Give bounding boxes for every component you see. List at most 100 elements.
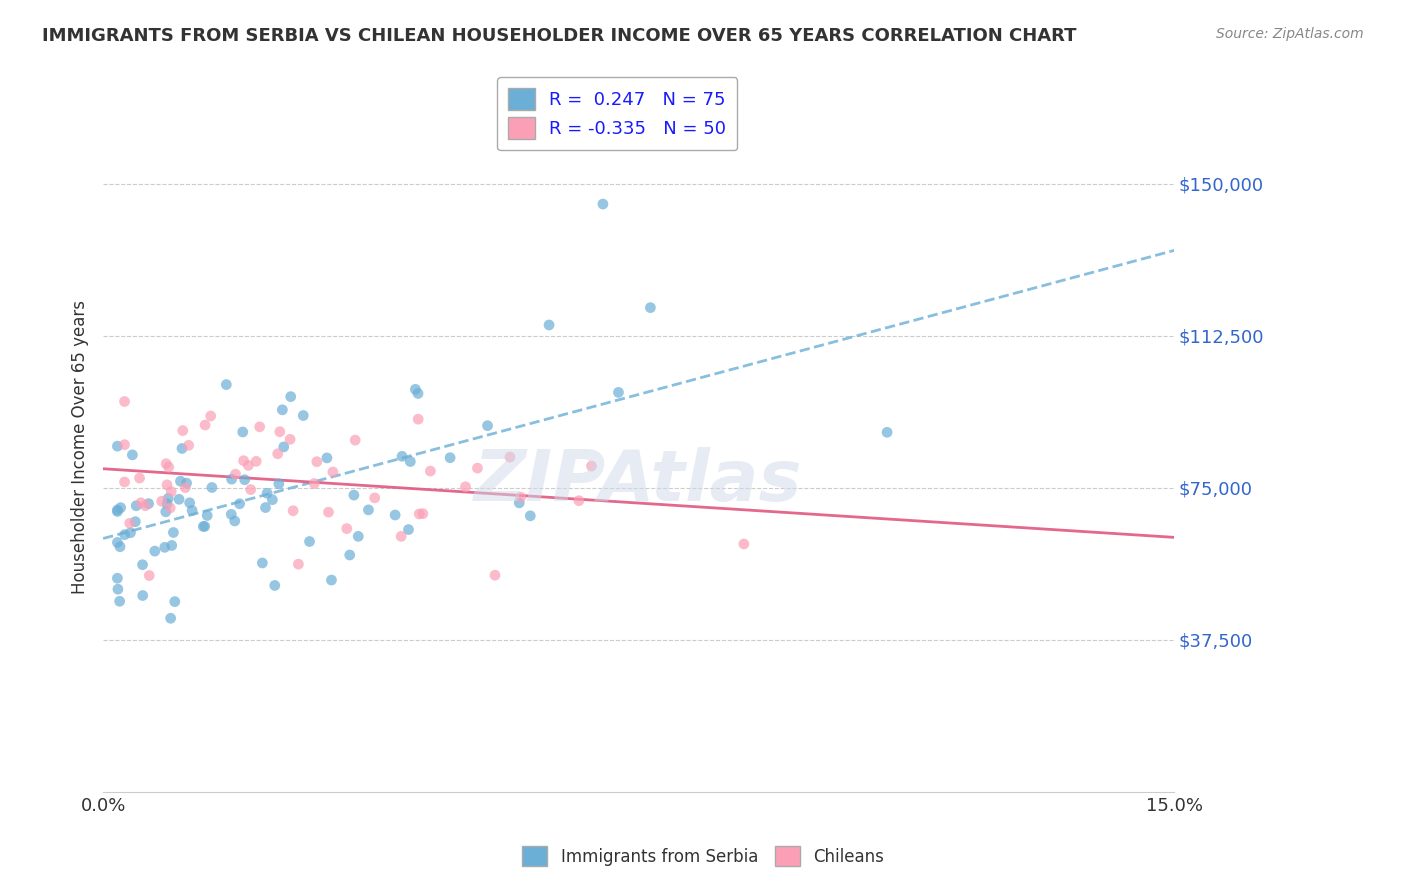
Point [467, 461, 489, 475]
Point [159, 611, 181, 625]
Point [292, 409, 315, 423]
Point [194, 417, 217, 432]
Point [321, 573, 343, 587]
Point [568, 493, 591, 508]
Point [176, 476, 198, 491]
Point [876, 425, 898, 440]
Point [477, 418, 499, 433]
Point [357, 503, 380, 517]
Point [120, 525, 142, 540]
Point [153, 541, 176, 555]
Point [169, 474, 191, 488]
Point [177, 438, 200, 452]
Point [170, 442, 193, 456]
Point [262, 492, 284, 507]
Y-axis label: Householder Income Over 65 years: Householder Income Over 65 years [72, 301, 89, 594]
Point [389, 529, 412, 543]
Point [439, 450, 461, 465]
Point [287, 557, 309, 571]
Point [108, 594, 131, 608]
Point [322, 465, 344, 479]
Point [225, 467, 247, 482]
Point [406, 386, 429, 401]
Point [138, 568, 160, 582]
Point [267, 447, 290, 461]
Point [107, 535, 129, 549]
Point [181, 503, 204, 517]
Point [254, 500, 277, 515]
Point [155, 457, 177, 471]
Point [239, 483, 262, 497]
Point [121, 448, 143, 462]
Point [108, 540, 131, 554]
Point [160, 484, 183, 499]
Point [640, 301, 662, 315]
Point [484, 568, 506, 582]
Point [249, 419, 271, 434]
Point [215, 377, 238, 392]
Legend: Immigrants from Serbia, Chileans: Immigrants from Serbia, Chileans [513, 838, 893, 875]
Point [278, 433, 301, 447]
Point [733, 537, 755, 551]
Point [538, 318, 561, 332]
Point [233, 473, 256, 487]
Point [304, 476, 326, 491]
Point [174, 481, 197, 495]
Point [398, 523, 420, 537]
Point [316, 450, 339, 465]
Point [195, 508, 218, 523]
Point [607, 385, 630, 400]
Point [238, 458, 260, 473]
Point [399, 454, 422, 468]
Point [150, 494, 173, 508]
Point [344, 433, 367, 447]
Point [419, 464, 441, 478]
Point [404, 382, 426, 396]
Point [412, 507, 434, 521]
Point [194, 519, 217, 533]
Point [499, 450, 522, 464]
Point [269, 425, 291, 439]
Point [157, 460, 180, 475]
Point [193, 519, 215, 533]
Point [125, 499, 148, 513]
Point [124, 515, 146, 529]
Point [408, 507, 430, 521]
Point [454, 480, 477, 494]
Point [281, 504, 304, 518]
Point [114, 527, 136, 541]
Point [232, 453, 254, 467]
Point [118, 516, 141, 531]
Point [592, 197, 614, 211]
Legend: R =  0.247   N = 75, R = -0.335   N = 50: R = 0.247 N = 75, R = -0.335 N = 50 [498, 78, 737, 150]
Point [114, 475, 136, 489]
Text: Source: ZipAtlas.com: Source: ZipAtlas.com [1216, 27, 1364, 41]
Point [179, 496, 201, 510]
Point [163, 594, 186, 608]
Point [138, 497, 160, 511]
Point [157, 491, 180, 506]
Point [156, 497, 179, 511]
Point [110, 500, 132, 515]
Point [200, 409, 222, 423]
Point [159, 500, 181, 515]
Point [336, 522, 359, 536]
Point [167, 492, 190, 507]
Point [221, 472, 243, 486]
Point [128, 471, 150, 485]
Point [114, 438, 136, 452]
Point [131, 558, 153, 572]
Point [343, 488, 366, 502]
Point [347, 529, 370, 543]
Point [273, 440, 295, 454]
Point [132, 589, 155, 603]
Point [364, 491, 387, 505]
Point [228, 497, 250, 511]
Point [160, 538, 183, 552]
Point [155, 505, 177, 519]
Point [318, 505, 340, 519]
Point [129, 496, 152, 510]
Point [298, 534, 321, 549]
Point [107, 504, 129, 518]
Point [391, 450, 413, 464]
